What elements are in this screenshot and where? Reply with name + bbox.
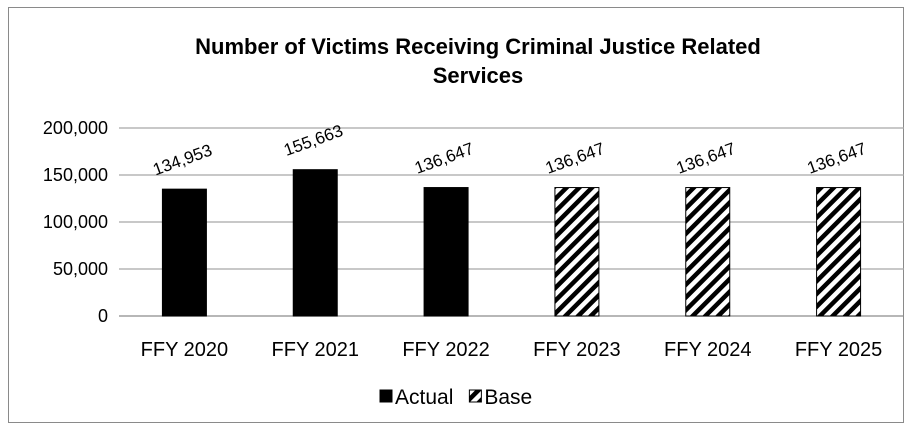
data-labels: 134,953 155,663 136,647 136,647 136,647 136,6…: [150, 121, 868, 179]
legend-swatch-actual: [379, 389, 393, 403]
data-label: 136,647: [543, 139, 607, 178]
x-category-label: FFY 2021: [272, 339, 359, 361]
bar-actual: [423, 187, 469, 317]
bar-actual: [292, 169, 338, 317]
legend-label-actual: Actual: [395, 386, 453, 409]
chart-title-line-2: Services: [433, 63, 524, 88]
y-tick-label: 100,000: [43, 212, 108, 232]
y-axis-tick-labels: 0 50,000 100,000 150,000 200,000: [43, 118, 108, 326]
bar-base: [685, 187, 731, 317]
chart-title-line-1: Number of Victims Receiving Criminal Jus…: [195, 34, 761, 59]
y-tick-label: 150,000: [43, 165, 108, 185]
y-tick-label: 0: [98, 306, 108, 326]
legend-label-base: Base: [484, 386, 532, 409]
data-label: 136,647: [805, 139, 869, 178]
legend-swatch-base: [468, 389, 482, 403]
x-category-label: FFY 2023: [533, 339, 620, 361]
x-category-label: FFY 2020: [141, 339, 228, 361]
data-label: 134,953: [150, 141, 214, 180]
y-tick-label: 200,000: [43, 118, 108, 138]
data-label: 136,647: [412, 139, 476, 178]
x-category-label: FFY 2024: [664, 339, 751, 361]
bar-base: [554, 187, 600, 317]
data-label: 136,647: [674, 139, 738, 178]
bar-actual: [161, 188, 207, 317]
x-category-label: FFY 2022: [402, 339, 489, 361]
y-tick-label: 50,000: [53, 259, 108, 279]
x-category-label: FFY 2025: [795, 339, 882, 361]
x-axis-category-labels: FFY 2020 FFY 2021 FFY 2022 FFY 2023 FFY 2024…: [141, 339, 883, 361]
gridlines: [119, 127, 904, 317]
data-label: 155,663: [281, 121, 345, 160]
legend: Actual Base: [379, 386, 532, 409]
bar-base: [816, 187, 862, 317]
bars: [161, 169, 862, 317]
